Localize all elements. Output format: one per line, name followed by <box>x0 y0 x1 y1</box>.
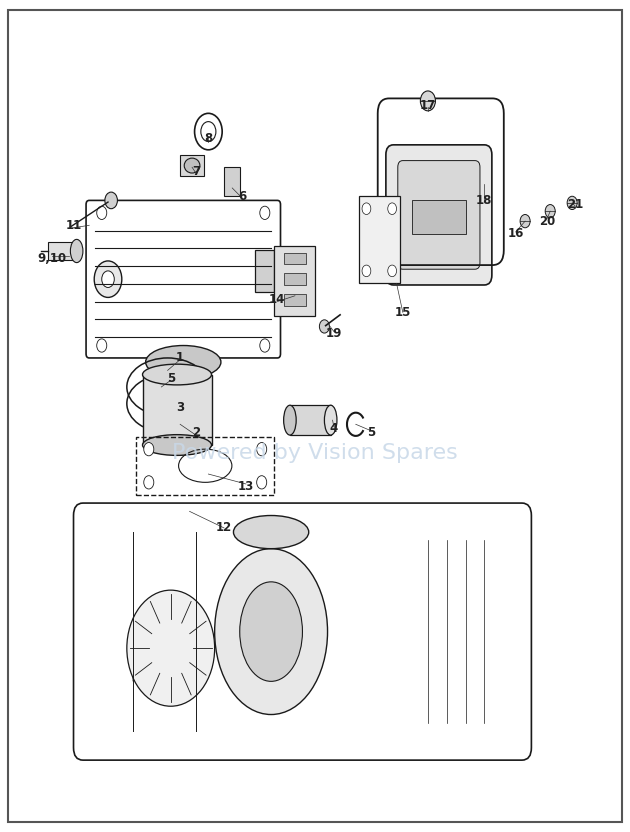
Text: 3: 3 <box>176 401 184 414</box>
Text: 16: 16 <box>508 227 524 240</box>
Text: 19: 19 <box>326 327 342 339</box>
Text: 5: 5 <box>367 426 375 439</box>
FancyBboxPatch shape <box>386 145 492 285</box>
Text: 21: 21 <box>567 198 583 211</box>
Bar <box>359 196 399 284</box>
Circle shape <box>105 192 117 209</box>
Text: 17: 17 <box>420 98 436 111</box>
Text: 18: 18 <box>476 194 493 207</box>
Circle shape <box>387 203 396 215</box>
Circle shape <box>567 196 577 210</box>
Bar <box>290 405 331 435</box>
Ellipse shape <box>284 405 296 435</box>
Bar <box>224 167 240 196</box>
Circle shape <box>362 203 371 215</box>
FancyBboxPatch shape <box>86 201 280 358</box>
Bar <box>284 274 306 285</box>
Text: 8: 8 <box>204 131 212 145</box>
Ellipse shape <box>240 582 302 681</box>
Text: 2: 2 <box>192 426 200 439</box>
Bar <box>255 250 274 292</box>
Text: 1: 1 <box>176 351 184 364</box>
Circle shape <box>256 443 266 456</box>
Text: 15: 15 <box>394 306 411 319</box>
Ellipse shape <box>142 434 212 455</box>
Circle shape <box>256 476 266 489</box>
Text: 6: 6 <box>239 190 247 203</box>
Circle shape <box>319 319 329 333</box>
Circle shape <box>387 265 396 277</box>
Text: 13: 13 <box>238 480 254 493</box>
Text: Powered by Vision Spares: Powered by Vision Spares <box>172 443 458 463</box>
Bar <box>180 155 204 176</box>
Text: 7: 7 <box>192 165 200 178</box>
Ellipse shape <box>215 548 328 715</box>
Text: 4: 4 <box>329 422 338 435</box>
Circle shape <box>545 205 555 218</box>
Text: 12: 12 <box>216 522 232 534</box>
Circle shape <box>101 271 114 288</box>
Ellipse shape <box>184 158 200 173</box>
Text: 11: 11 <box>66 219 82 232</box>
Circle shape <box>420 91 435 111</box>
Text: 9,10: 9,10 <box>37 252 66 265</box>
Text: 14: 14 <box>269 294 285 306</box>
Circle shape <box>260 339 270 352</box>
Circle shape <box>97 339 106 352</box>
Text: 20: 20 <box>539 215 555 228</box>
Circle shape <box>362 265 371 277</box>
Bar <box>136 437 274 495</box>
Ellipse shape <box>142 364 212 385</box>
Circle shape <box>97 206 106 220</box>
Circle shape <box>144 443 154 456</box>
Bar <box>284 294 306 305</box>
Bar <box>142 374 212 445</box>
Circle shape <box>127 590 215 706</box>
Circle shape <box>94 261 122 297</box>
Circle shape <box>201 121 216 141</box>
Text: 5: 5 <box>166 372 175 385</box>
Circle shape <box>260 206 270 220</box>
Ellipse shape <box>234 516 309 548</box>
Circle shape <box>520 215 530 228</box>
Ellipse shape <box>71 240 83 263</box>
FancyBboxPatch shape <box>398 161 480 270</box>
Ellipse shape <box>146 345 221 379</box>
FancyBboxPatch shape <box>74 503 531 760</box>
Bar <box>49 242 77 260</box>
Bar <box>274 246 315 316</box>
Bar <box>284 253 306 265</box>
Bar <box>412 201 466 234</box>
Circle shape <box>144 476 154 489</box>
Ellipse shape <box>324 405 337 435</box>
